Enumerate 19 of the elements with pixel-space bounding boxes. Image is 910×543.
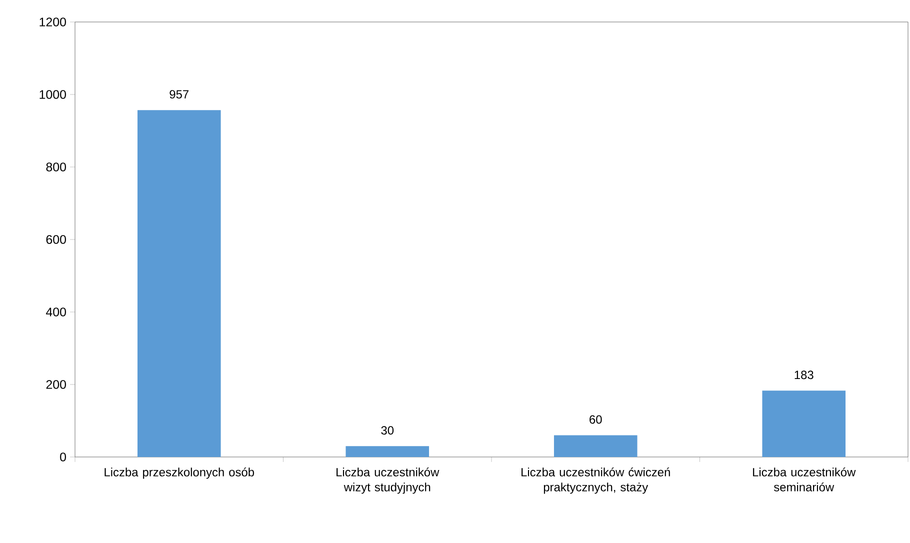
y-tick-label: 0 bbox=[60, 452, 66, 462]
bar bbox=[554, 435, 638, 457]
data-label: 957 bbox=[170, 90, 188, 99]
y-tick-label: 600 bbox=[46, 235, 66, 244]
bar bbox=[762, 390, 846, 457]
y-tick-label: 400 bbox=[46, 308, 66, 316]
bar bbox=[137, 110, 221, 457]
x-tick-label: Liczba uczestników seminariów bbox=[753, 468, 856, 492]
data-label: 183 bbox=[794, 370, 814, 380]
y-tick-label: 1200 bbox=[40, 18, 66, 26]
y-tick-label: 200 bbox=[46, 380, 66, 389]
x-tick-label: Liczba przeszkolonych osób bbox=[104, 468, 254, 479]
x-tick-label: Liczba uczestników wizyt studyjnych bbox=[336, 468, 440, 494]
y-tick-label: 800 bbox=[46, 162, 66, 172]
y-tick-label: 1000 bbox=[40, 90, 66, 99]
bar bbox=[346, 446, 430, 457]
data-label: 30 bbox=[381, 426, 394, 435]
data-label: 60 bbox=[590, 415, 602, 424]
x-tick-label: Liczba uczestników ćwiczeń praktycznych, staży bbox=[522, 468, 670, 494]
